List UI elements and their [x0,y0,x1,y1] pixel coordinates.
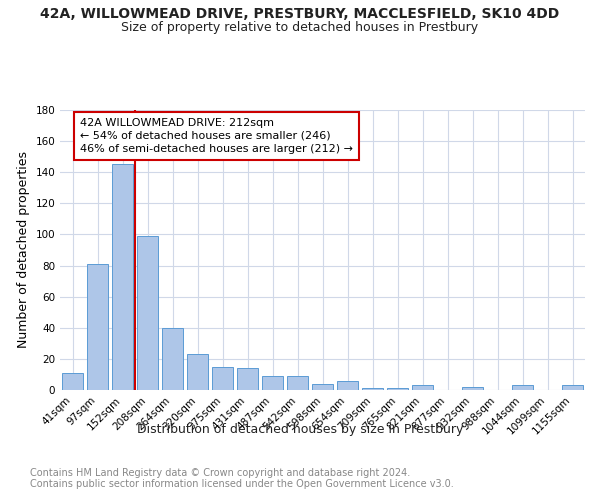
Bar [187,354,208,390]
Bar [387,388,408,390]
Bar [262,376,283,390]
Bar [312,384,333,390]
Text: 42A, WILLOWMEAD DRIVE, PRESTBURY, MACCLESFIELD, SK10 4DD: 42A, WILLOWMEAD DRIVE, PRESTBURY, MACCLE… [40,8,560,22]
Bar [362,388,383,390]
Text: Contains HM Land Registry data © Crown copyright and database right 2024.
Contai: Contains HM Land Registry data © Crown c… [30,468,454,489]
Text: Distribution of detached houses by size in Prestbury: Distribution of detached houses by size … [137,422,463,436]
Bar [137,236,158,390]
Bar [162,328,183,390]
Bar [562,386,583,390]
Bar [87,264,108,390]
Bar [237,368,258,390]
Bar [112,164,133,390]
Text: Size of property relative to detached houses in Prestbury: Size of property relative to detached ho… [121,21,479,34]
Bar [212,366,233,390]
Bar [512,386,533,390]
Bar [462,387,483,390]
Bar [412,386,433,390]
Bar [287,376,308,390]
Bar [337,380,358,390]
Text: 42A WILLOWMEAD DRIVE: 212sqm
← 54% of detached houses are smaller (246)
46% of s: 42A WILLOWMEAD DRIVE: 212sqm ← 54% of de… [80,118,353,154]
Y-axis label: Number of detached properties: Number of detached properties [17,152,30,348]
Bar [62,373,83,390]
